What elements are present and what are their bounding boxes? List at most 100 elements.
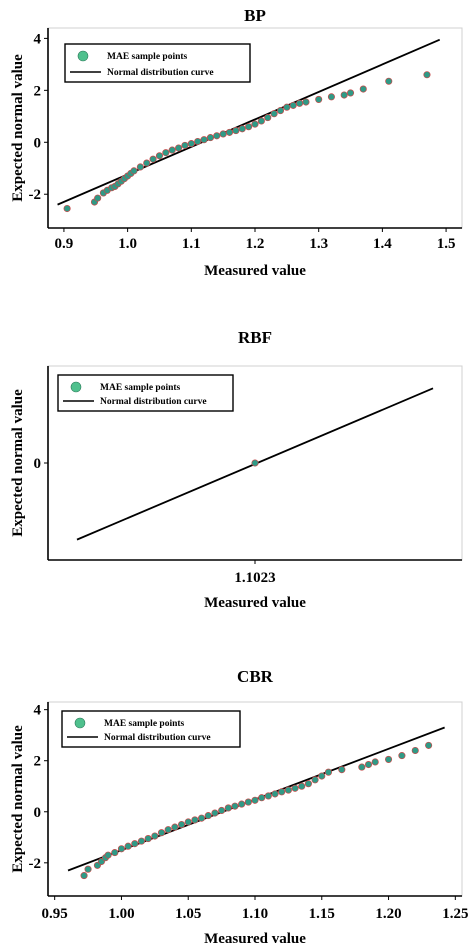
sample-point	[324, 768, 333, 776]
legend-curve-label: Normal distribution curve	[104, 733, 211, 743]
legend-point-marker	[74, 717, 86, 729]
sample-point	[264, 792, 272, 800]
sample-point	[283, 103, 291, 111]
sample-point	[284, 786, 292, 794]
sample-point	[224, 804, 232, 812]
y-tick-label: 0	[34, 135, 42, 151]
x-tick-label: 1.15	[309, 906, 335, 922]
legend-curve-label: Normal distribution curve	[107, 68, 214, 78]
sample-point	[271, 790, 279, 798]
sample-point	[191, 816, 199, 824]
sample-point	[251, 459, 259, 467]
sample-point	[124, 842, 132, 850]
sample-point	[278, 788, 286, 796]
x-tick-label: 0.9	[55, 236, 74, 252]
legend-points-label: MAE sample points	[100, 383, 181, 393]
sample-point	[104, 851, 112, 859]
x-tick-label: 1.05	[175, 906, 201, 922]
x-axis-label: Measured value	[204, 263, 306, 279]
sample-point	[264, 114, 272, 122]
sample-point	[94, 194, 102, 202]
chart-title: CBR	[237, 667, 274, 686]
sample-point	[206, 134, 214, 142]
x-tick-label: 1.1023	[234, 570, 275, 586]
sample-point	[327, 93, 335, 101]
y-axis-label: Expected normal value	[10, 389, 26, 537]
legend-box	[57, 374, 234, 412]
sample-point	[136, 163, 144, 171]
sample-point	[296, 99, 304, 107]
sample-point	[302, 98, 310, 106]
sample-point	[384, 755, 393, 763]
legend-point-marker	[70, 381, 82, 393]
sample-point	[231, 802, 239, 810]
sample-point	[177, 820, 186, 829]
sample-point	[270, 110, 278, 118]
sample-point	[232, 127, 240, 135]
sample-point	[84, 865, 92, 873]
sample-point	[423, 71, 431, 79]
sample-point	[181, 141, 189, 149]
chart-title: BP	[244, 6, 266, 25]
sample-point	[340, 91, 348, 99]
sample-point	[198, 814, 206, 822]
x-tick-label: 1.10	[242, 906, 268, 922]
sample-point	[200, 136, 208, 144]
sample-point	[338, 766, 346, 774]
legend-point-marker	[77, 50, 89, 62]
legend-points-label: MAE sample points	[104, 719, 185, 729]
sample-point	[149, 155, 157, 163]
y-tick-label: -2	[29, 856, 42, 872]
sample-point	[398, 752, 406, 760]
sample-point	[358, 763, 366, 771]
y-tick-label: 4	[34, 703, 42, 719]
sample-point	[311, 776, 319, 784]
sample-point	[364, 760, 373, 769]
sample-point	[289, 101, 297, 109]
x-tick-label: 1.00	[108, 906, 134, 922]
chart-title: RBF	[238, 328, 272, 347]
sample-point	[359, 85, 367, 93]
sample-point	[291, 784, 299, 792]
y-tick-label: 0	[34, 805, 42, 821]
sample-point	[194, 137, 202, 146]
sample-point	[211, 809, 219, 817]
sample-point	[258, 794, 266, 802]
sample-point	[155, 152, 164, 160]
sample-point	[204, 812, 212, 820]
sample-point	[257, 117, 265, 125]
x-axis-label: Measured value	[204, 595, 306, 611]
x-tick-label: 1.1	[182, 236, 201, 252]
sample-point	[130, 167, 138, 175]
x-tick-label: 1.20	[375, 906, 401, 922]
x-tick-label: 1.2	[246, 236, 265, 252]
sample-point	[168, 146, 176, 154]
sample-point	[213, 132, 221, 140]
sample-point	[304, 780, 312, 788]
sample-point	[425, 741, 433, 749]
sample-point	[144, 835, 152, 843]
sample-point	[151, 832, 159, 840]
sample-point	[80, 872, 88, 880]
sample-point	[164, 826, 172, 834]
legend-curve-label: Normal distribution curve	[100, 397, 207, 407]
x-tick-label: 1.5	[437, 236, 456, 252]
sample-point	[251, 120, 259, 128]
y-tick-label: 4	[34, 31, 42, 47]
x-axis-label: Measured value	[204, 931, 306, 947]
sample-point	[131, 840, 139, 848]
y-tick-label: -2	[29, 187, 42, 203]
legend-box	[61, 710, 241, 748]
y-tick-label: 2	[34, 754, 42, 770]
x-tick-label: 1.4	[373, 236, 392, 252]
sample-point	[276, 107, 285, 115]
x-tick-label: 1.25	[442, 906, 468, 922]
sample-point	[251, 796, 259, 804]
sample-point	[117, 845, 126, 853]
sample-point	[385, 77, 393, 85]
sample-point	[238, 800, 246, 808]
sample-point	[157, 829, 166, 837]
sample-point	[137, 837, 146, 845]
y-tick-label: 0	[34, 456, 42, 472]
sample-point	[187, 140, 195, 148]
